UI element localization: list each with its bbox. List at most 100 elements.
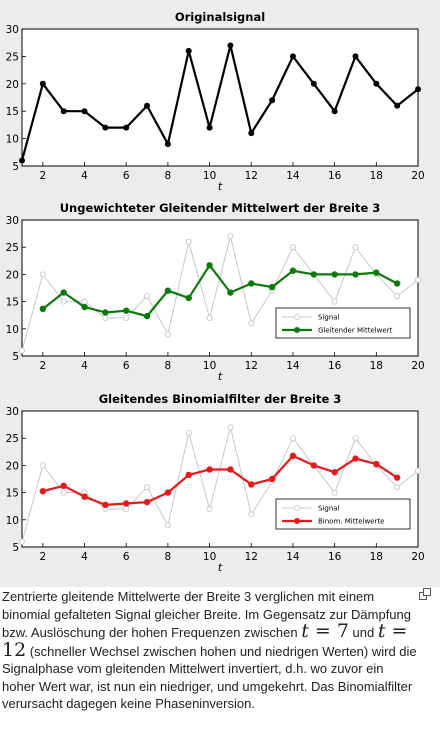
data-point [373,460,380,468]
chart-title: Originalsignal [175,10,265,24]
data-point [206,505,213,512]
x-tick-label: 2 [39,551,46,563]
x-tick-label: 14 [286,551,300,563]
data-point [289,435,296,442]
data-point [227,42,234,49]
y-tick-label: 5 [12,542,19,554]
caption-part-2: (schneller Wechsel zwischen hohen und ni… [2,643,417,712]
data-point [185,238,192,245]
magnify-clip-icon[interactable] [418,587,432,601]
legend-label: Signal [318,314,340,322]
data-point [18,538,26,545]
x-tick-label: 20 [411,170,424,182]
data-point [206,314,213,321]
x-tick-label: 4 [81,360,88,372]
y-tick-label: 10 [6,324,19,336]
x-tick-label: 6 [123,551,130,563]
chart-title: Gleitendes Binomialfilter der Breite 3 [99,392,342,406]
data-point [19,157,25,164]
data-point [206,124,213,131]
data-point [414,276,422,283]
y-tick-label: 25 [6,51,19,63]
caption-text: Zentrierte gleitende Mittelwerte der Bre… [0,588,420,713]
data-point [331,271,338,278]
data-point [373,269,380,276]
data-point [123,505,130,512]
x-tick-label: 18 [370,551,383,563]
data-point [164,287,172,294]
y-tick-label: 30 [6,406,19,418]
x-tick-label: 6 [123,360,130,372]
data-point [269,97,276,104]
data-point [60,108,67,115]
data-point [102,314,109,321]
data-point [310,462,317,469]
legend-box [275,307,411,339]
legend-box [275,498,411,530]
y-tick-label: 20 [6,269,19,281]
y-tick-label: 30 [6,24,19,36]
data-point [102,501,109,509]
data-point [352,244,359,251]
y-tick-label: 25 [6,242,19,254]
math-eq-2: = 12 [2,620,408,661]
legend-label: Gleitender Mittelwert [318,327,393,335]
data-point [144,484,151,491]
data-point [39,462,46,469]
data-point [248,481,255,488]
data-point [81,298,88,305]
data-point [394,484,401,491]
data-point [248,280,255,287]
chart-panel-2: Ungewichteter Gleitender Mittelwert der … [6,201,425,383]
caption-part-1: Zentrierte gleitende Mittelwerte der Bre… [2,589,411,640]
x-tick-label: 10 [203,170,216,182]
data-point [331,298,338,305]
x-tick-label: 14 [286,360,300,372]
legend: Signal Binom. Mittelwerte [275,498,411,530]
data-point [373,80,380,87]
series-line-signal [20,44,419,161]
data-point [352,271,359,278]
x-tick-label: 14 [286,170,300,182]
legend-label: Binom. Mittelwerte [318,518,384,526]
x-tick-label: 8 [165,360,172,372]
math-var-2: t [377,620,386,642]
legend: Signal Gleitender Mittelwert [275,307,411,339]
x-axis-label: t [218,180,223,193]
data-point [39,271,46,278]
data-point [310,271,317,278]
x-tick-label: 18 [370,360,383,372]
data-point [123,307,130,314]
data-point [268,475,276,483]
data-point [60,298,67,305]
data-point [164,141,171,148]
data-point [81,108,88,115]
data-point [289,53,296,60]
chart-panel-1: Originalsignal 5 10 15 20 25 30 2 4 6 8 10 12 14 16 18 2… [6,10,425,193]
y-tick-label: 15 [6,488,19,500]
data-point [393,280,401,287]
figure-caption: Zentrierte gleitende Mittelwerte der Bre… [0,588,420,713]
x-tick-label: 2 [39,360,46,372]
data-point [164,331,171,338]
x-tick-label: 10 [203,551,216,563]
y-tick-label: 15 [6,106,19,118]
y-tick-label: 25 [6,433,19,445]
data-point [414,467,422,474]
data-point [123,314,130,321]
x-axis-label: t [218,370,223,383]
data-point [394,293,401,300]
data-point [227,424,234,431]
data-point [415,86,421,93]
data-point [18,347,26,354]
data-point [144,293,151,300]
data-point [393,474,401,481]
data-point [206,466,213,473]
y-tick-label: 5 [12,161,19,173]
math-eq-1: = 7 [308,620,349,642]
data-point [206,262,213,269]
x-tick-label: 2 [39,170,46,182]
data-point [310,80,317,87]
data-point [331,108,338,115]
chart-title: Ungewichteter Gleitender Mittelwert der … [60,201,381,215]
